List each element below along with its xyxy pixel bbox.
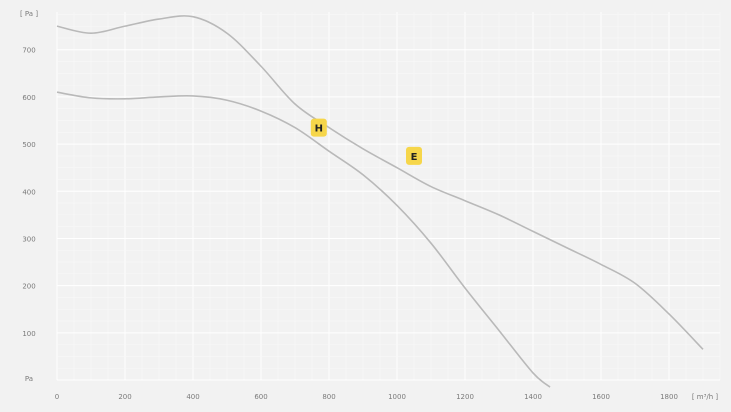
tick-layer: 0 200 400 600 800 1000 1200 1400 1600 1800 100 200 3…: [20, 10, 718, 401]
series-line-1: [56, 15, 704, 350]
series-line-2: [56, 91, 551, 388]
x-tick-label: 400: [186, 393, 199, 401]
grid: [56, 12, 721, 381]
marker-label: H: [315, 124, 323, 135]
x-tick-label: 0: [55, 393, 59, 401]
y-tick-label: 600: [22, 94, 35, 102]
x-tick-label: 1000: [388, 393, 406, 401]
y-tick-label: 700: [22, 47, 35, 55]
marker-background: [310, 118, 327, 137]
y-tick-label: 300: [22, 235, 35, 243]
y-zero-label: Pa: [25, 375, 33, 383]
x-unit-label: [ m³/h ]: [692, 393, 719, 401]
x-tick-label: 200: [118, 393, 131, 401]
x-tick-label: 1400: [524, 393, 542, 401]
marker-label: E: [411, 152, 418, 163]
series-layer: [56, 15, 704, 388]
x-tick-label: 1800: [660, 393, 678, 401]
x-tick-label: 1600: [592, 393, 610, 401]
marker-layer: HE: [310, 118, 422, 165]
y-tick-label: 200: [22, 283, 35, 291]
y-tick-label: 400: [22, 188, 35, 196]
y-tick-label: 100: [22, 330, 35, 338]
y-unit-label: [ Pa ]: [20, 10, 38, 18]
marker-e: E: [406, 146, 422, 165]
y-tick-label: 500: [22, 141, 35, 149]
x-tick-label: 800: [322, 393, 335, 401]
x-tick-label: 1200: [456, 393, 474, 401]
marker-background: [406, 146, 422, 165]
x-tick-label: 600: [254, 393, 267, 401]
marker-h: H: [310, 118, 327, 137]
